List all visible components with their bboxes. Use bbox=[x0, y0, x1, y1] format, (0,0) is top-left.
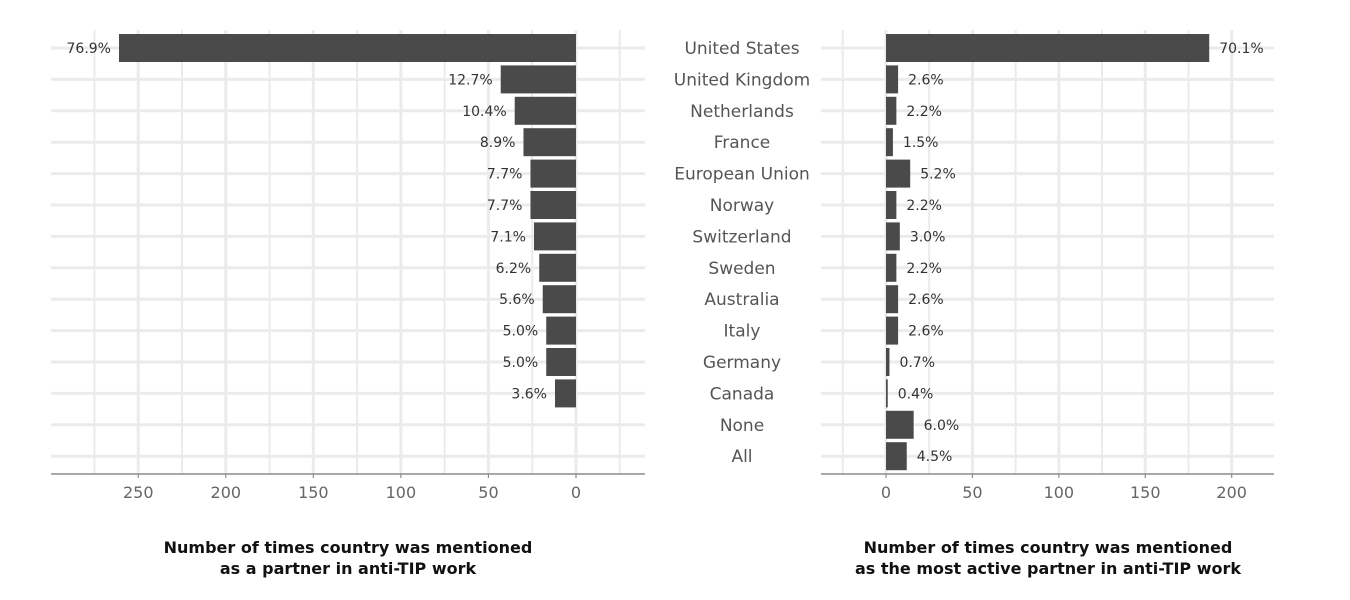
bar bbox=[886, 222, 900, 251]
category-label: Australia bbox=[704, 290, 779, 310]
data-label: 2.6% bbox=[908, 72, 944, 88]
bar bbox=[886, 285, 899, 314]
bar bbox=[886, 96, 897, 125]
bar bbox=[546, 316, 576, 345]
data-label: 7.1% bbox=[490, 229, 526, 245]
data-label: 5.2% bbox=[920, 167, 956, 183]
x-axis-title: as the most active partner in anti-TIP w… bbox=[855, 559, 1241, 578]
data-label: 3.0% bbox=[910, 229, 946, 245]
data-label: 5.6% bbox=[499, 292, 535, 308]
tick-label: 200 bbox=[1216, 483, 1247, 502]
bar bbox=[523, 128, 576, 157]
category-label: European Union bbox=[674, 165, 810, 185]
bar bbox=[886, 316, 899, 345]
tick-label: 50 bbox=[478, 483, 498, 502]
tick-label: 100 bbox=[386, 483, 417, 502]
bar bbox=[530, 159, 576, 188]
bar bbox=[886, 34, 1210, 62]
data-label: 6.0% bbox=[924, 418, 960, 434]
data-label: 10.4% bbox=[462, 104, 506, 120]
category-label: France bbox=[714, 133, 771, 153]
data-label: 4.5% bbox=[917, 449, 953, 465]
bar bbox=[886, 65, 899, 94]
category-label: Norway bbox=[710, 196, 775, 216]
data-label: 2.2% bbox=[906, 198, 942, 214]
bar bbox=[530, 191, 576, 219]
right-panel: 70.1% 2.6% 2.2% 1.5% 5.2% 2.2% 3.0% 2.2% 2.6% 2.6… bbox=[821, 30, 1274, 578]
bar bbox=[500, 65, 576, 94]
data-label: 0.4% bbox=[898, 386, 934, 402]
tick-label: 150 bbox=[298, 483, 329, 502]
data-label: 7.7% bbox=[487, 198, 523, 214]
data-label: 6.2% bbox=[496, 261, 532, 277]
x-axis-title: as a partner in anti-TIP work bbox=[220, 559, 477, 578]
data-label: 0.7% bbox=[899, 355, 935, 371]
category-label: None bbox=[720, 416, 764, 436]
bar bbox=[886, 379, 888, 408]
bar bbox=[886, 442, 907, 471]
data-label: 3.6% bbox=[511, 386, 547, 402]
data-label: 2.6% bbox=[908, 324, 944, 340]
x-axis-title: Number of times country was mentioned bbox=[164, 538, 533, 557]
category-label: Netherlands bbox=[690, 102, 794, 122]
category-labels: United States United Kingdom Netherlands Fr… bbox=[674, 39, 810, 467]
data-label: 76.9% bbox=[67, 41, 111, 57]
category-label: Canada bbox=[710, 384, 775, 404]
data-label: 70.1% bbox=[1219, 41, 1263, 57]
data-label: 2.2% bbox=[906, 261, 942, 277]
category-label: United States bbox=[684, 39, 799, 59]
x-axis-title: Number of times country was mentioned bbox=[864, 538, 1233, 557]
category-label: Italy bbox=[724, 322, 761, 342]
bar bbox=[886, 159, 911, 188]
data-label: 1.5% bbox=[903, 135, 939, 151]
tick-label: 150 bbox=[1130, 483, 1161, 502]
bar bbox=[539, 253, 576, 282]
category-label: Switzerland bbox=[692, 227, 791, 247]
bar bbox=[886, 191, 897, 219]
data-label: 2.6% bbox=[908, 292, 944, 308]
tick-label: 0 bbox=[571, 483, 581, 502]
category-label: Germany bbox=[703, 353, 781, 373]
tick-label: 200 bbox=[211, 483, 242, 502]
data-label: 2.2% bbox=[906, 104, 942, 120]
tick-label: 250 bbox=[123, 483, 154, 502]
category-label: United Kingdom bbox=[674, 70, 810, 90]
bar bbox=[554, 379, 576, 408]
bar bbox=[886, 410, 914, 439]
bar bbox=[886, 348, 890, 376]
tick-label: 100 bbox=[1044, 483, 1075, 502]
bar bbox=[533, 222, 576, 251]
data-label: 5.0% bbox=[503, 355, 539, 371]
data-label: 8.9% bbox=[480, 135, 516, 151]
left-panel: 76.9% 12.7% 10.4% 8.9% 7.7% 7.7% 7.1% 6.2% 5.6% 5… bbox=[51, 30, 645, 578]
bar bbox=[546, 348, 576, 376]
bar bbox=[118, 34, 576, 62]
data-label: 7.7% bbox=[487, 167, 523, 183]
bar bbox=[886, 253, 897, 282]
bar bbox=[514, 96, 576, 125]
tick-label: 50 bbox=[962, 483, 982, 502]
category-label: Sweden bbox=[708, 259, 775, 279]
category-label: All bbox=[731, 447, 752, 467]
data-label: 5.0% bbox=[503, 324, 539, 340]
bar bbox=[542, 285, 576, 314]
tick-label: 0 bbox=[881, 483, 891, 502]
bar bbox=[886, 128, 893, 157]
data-label: 12.7% bbox=[448, 72, 492, 88]
